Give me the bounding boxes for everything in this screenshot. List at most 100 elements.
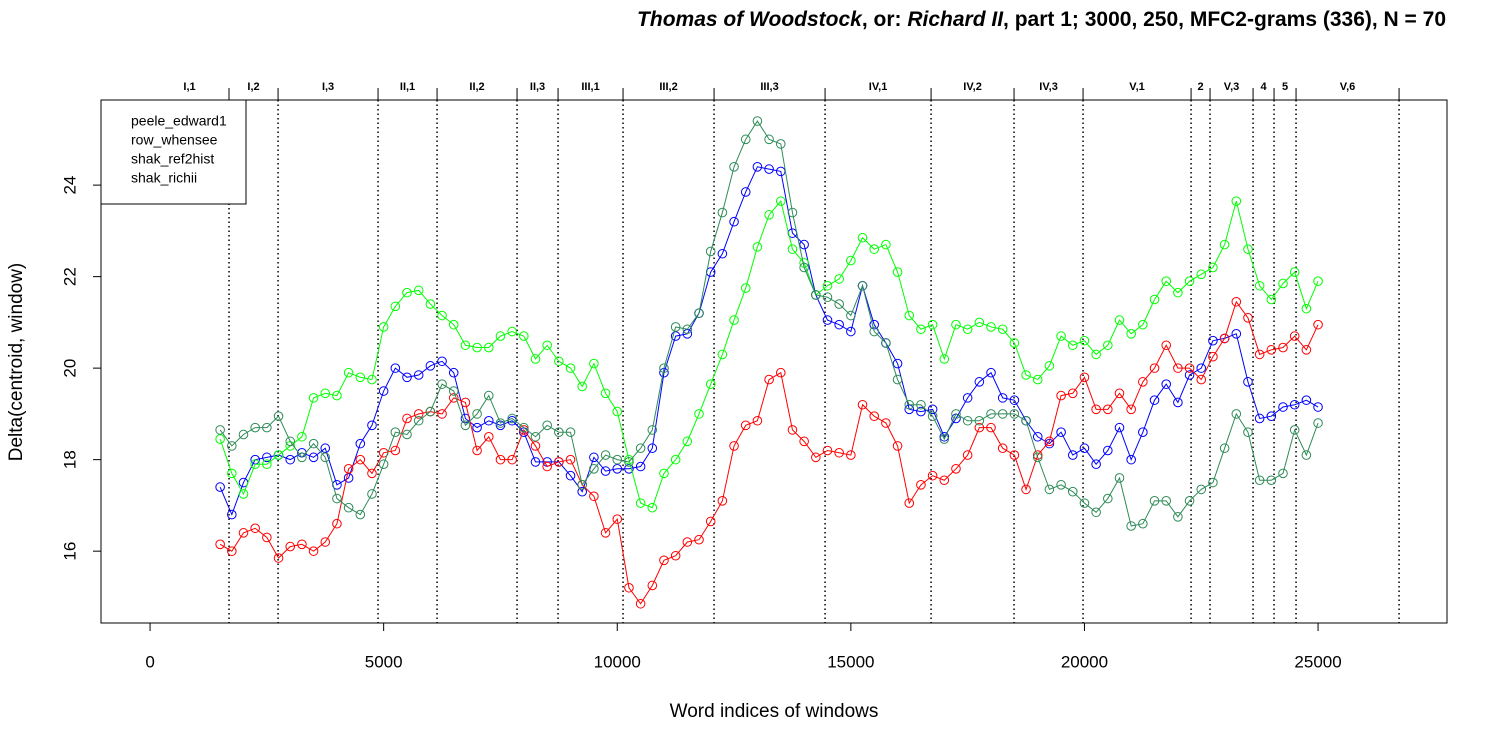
series-line [219, 300, 1319, 605]
data-point [1044, 484, 1055, 495]
data-point [1138, 518, 1148, 529]
series-line [219, 120, 1319, 527]
data-point [717, 248, 728, 259]
data-point [799, 436, 809, 447]
data-point [262, 459, 272, 470]
data-point [1056, 427, 1066, 437]
data-point [1278, 468, 1288, 479]
data-point [1067, 486, 1078, 497]
data-point [273, 553, 284, 563]
data-point [437, 310, 447, 321]
data-point [1138, 319, 1148, 330]
data-point [916, 480, 926, 490]
data-point [378, 386, 389, 396]
data-point [483, 431, 494, 442]
data-point [892, 374, 903, 385]
data-point [1091, 507, 1101, 518]
data-point [483, 415, 494, 426]
data-point [273, 411, 284, 421]
data-point [227, 441, 237, 451]
data-point [1196, 484, 1207, 495]
data-point [1032, 450, 1043, 460]
data-point [519, 425, 529, 435]
data-point [530, 354, 541, 364]
data-point [881, 338, 891, 348]
data-point [846, 450, 856, 460]
data-point [308, 438, 319, 449]
data-point [705, 379, 716, 389]
data-point [554, 457, 564, 467]
data-point [367, 489, 377, 499]
data-point [1021, 484, 1031, 495]
data-point [1149, 294, 1160, 305]
data-point [939, 434, 950, 444]
data-point [857, 280, 868, 291]
data-point [1208, 351, 1218, 362]
data-point [227, 509, 237, 520]
data-point [635, 498, 646, 508]
x-tick-label: 20000 [1061, 652, 1108, 671]
data-point [1243, 427, 1253, 437]
data-point [273, 450, 284, 460]
data-point [460, 340, 471, 351]
data-point [402, 413, 412, 424]
data-point [1044, 436, 1055, 447]
data-point [1114, 473, 1125, 483]
data-point [787, 425, 798, 435]
data-point [402, 429, 412, 440]
data-point [822, 292, 833, 303]
data-point [390, 363, 401, 373]
data-point [986, 367, 996, 378]
data-point [1289, 399, 1300, 410]
data-point [472, 409, 482, 419]
data-point [986, 409, 996, 419]
data-point [857, 399, 868, 410]
data-point [647, 502, 658, 513]
data-point [1254, 413, 1265, 424]
data-point [659, 468, 669, 479]
data-point [448, 393, 459, 403]
data-point [1196, 363, 1207, 373]
data-point [308, 546, 319, 556]
data-point [1219, 333, 1230, 344]
data-point [1219, 239, 1230, 250]
data-point [705, 246, 716, 257]
data-point [811, 290, 821, 300]
data-point [425, 299, 436, 309]
data-point [250, 523, 260, 534]
data-point [1079, 372, 1090, 383]
data-point [483, 342, 494, 353]
scene-label: II,1 [400, 81, 415, 93]
data-point [764, 374, 774, 385]
data-point [892, 358, 903, 369]
data-point [507, 454, 517, 465]
data-point [542, 420, 552, 431]
data-point [565, 470, 576, 481]
plot-frame [100, 99, 1448, 624]
data-point [927, 319, 938, 330]
data-point [1161, 496, 1172, 506]
data-point [846, 326, 856, 337]
data-point [1219, 443, 1230, 454]
data-point [729, 315, 739, 325]
data-point [1126, 329, 1136, 339]
data-point [997, 409, 1008, 419]
data-point [1103, 493, 1113, 504]
data-point [1056, 331, 1066, 341]
scene-label: 5 [1282, 81, 1288, 93]
data-point [1196, 269, 1207, 280]
data-point [1208, 262, 1218, 273]
data-point [1278, 342, 1288, 353]
data-point [285, 436, 296, 447]
data-point [1044, 361, 1055, 371]
data-point [951, 409, 961, 419]
data-point [624, 457, 634, 467]
x-tick-label: 5000 [365, 652, 403, 671]
data-point [974, 317, 985, 328]
scene-label: III,3 [760, 81, 778, 93]
data-point [1009, 409, 1020, 419]
data-point [822, 280, 833, 291]
title-part: Thomas of Woodstock [637, 8, 863, 31]
data-point [904, 498, 915, 508]
data-point [554, 356, 564, 367]
